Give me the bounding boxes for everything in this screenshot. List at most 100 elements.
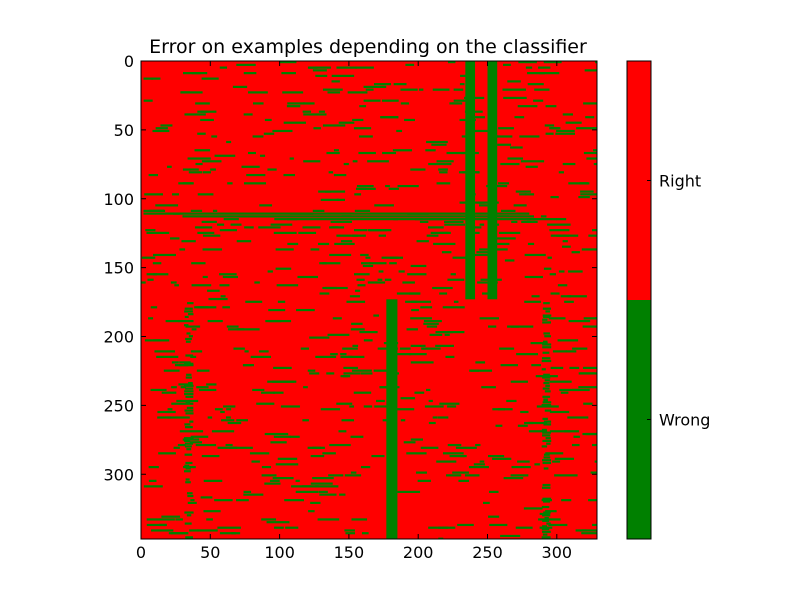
colorbar-frame bbox=[626, 60, 652, 540]
heatmap-cell bbox=[187, 302, 194, 305]
heatmap-cell bbox=[210, 168, 216, 171]
heatmap-cell bbox=[583, 102, 597, 105]
heatmap-cell bbox=[543, 61, 562, 64]
heatmap-cell bbox=[583, 402, 593, 405]
heatmap-cell bbox=[320, 408, 341, 411]
heatmap-cell bbox=[226, 408, 232, 411]
heatmap-cell bbox=[400, 347, 411, 350]
heatmap-cell bbox=[511, 465, 531, 469]
heatmap-cell bbox=[190, 350, 203, 353]
heatmap-cell bbox=[177, 443, 186, 447]
heatmap-cell bbox=[231, 532, 241, 535]
heatmap-cell bbox=[183, 324, 189, 327]
heatmap-cell bbox=[195, 443, 217, 447]
heatmap-cell bbox=[550, 195, 559, 199]
heatmap-cell bbox=[542, 486, 551, 489]
heatmap-cell bbox=[202, 275, 208, 279]
heatmap-cell bbox=[203, 234, 221, 237]
heatmap-cell bbox=[152, 273, 169, 276]
heatmap-cell bbox=[475, 361, 486, 364]
heatmap-cell bbox=[410, 264, 427, 268]
heatmap-cell bbox=[158, 452, 176, 455]
heatmap-cell bbox=[437, 416, 449, 419]
heatmap-cell bbox=[549, 430, 571, 433]
heatmap-cell bbox=[216, 223, 225, 226]
heatmap-cell bbox=[281, 72, 296, 75]
heatmap-cell bbox=[352, 160, 358, 163]
heatmap-cell bbox=[273, 391, 284, 394]
heatmap-cell bbox=[547, 223, 571, 226]
heatmap-cell bbox=[320, 198, 339, 201]
heatmap-cell bbox=[400, 102, 410, 105]
heatmap-cell bbox=[404, 118, 415, 122]
heatmap-cell bbox=[542, 401, 552, 404]
heatmap-cell bbox=[267, 380, 291, 383]
heatmap-cell bbox=[540, 215, 547, 218]
heatmap-cell bbox=[248, 91, 268, 94]
heatmap-cell bbox=[453, 99, 471, 102]
heatmap-cell bbox=[197, 193, 214, 196]
heatmap-cell bbox=[408, 353, 427, 356]
heatmap-cell bbox=[428, 526, 442, 529]
heatmap-cell bbox=[359, 105, 367, 108]
heatmap-cell bbox=[264, 432, 289, 436]
heatmap-cell bbox=[252, 388, 265, 392]
heatmap-cell bbox=[378, 234, 386, 237]
heatmap-cell bbox=[549, 273, 556, 276]
heatmap-cell bbox=[186, 492, 193, 495]
heatmap-cell bbox=[195, 102, 210, 105]
heatmap-cell bbox=[185, 481, 191, 484]
heatmap-cell bbox=[315, 485, 339, 488]
heatmap-cell bbox=[360, 465, 371, 469]
heatmap-cell bbox=[482, 501, 490, 505]
heatmap-cell bbox=[214, 499, 233, 502]
heatmap-cell bbox=[542, 376, 551, 379]
heatmap-cell bbox=[576, 127, 595, 130]
heatmap-cell bbox=[184, 390, 194, 393]
heatmap-cell bbox=[322, 88, 343, 91]
heatmap-cell bbox=[542, 351, 550, 354]
heatmap-cell bbox=[400, 88, 418, 91]
heatmap-cell bbox=[360, 253, 369, 257]
heatmap-cell bbox=[408, 292, 421, 295]
heatmap-cell bbox=[175, 518, 183, 521]
heatmap-cell bbox=[151, 529, 174, 532]
heatmap-cell bbox=[384, 278, 392, 281]
heatmap-cell bbox=[356, 184, 374, 188]
heatmap-cell bbox=[431, 143, 447, 146]
heatmap-cell bbox=[581, 529, 597, 532]
heatmap-cell bbox=[167, 165, 172, 168]
heatmap-cell bbox=[173, 446, 180, 449]
heatmap-cell bbox=[439, 171, 448, 174]
heatmap-cell bbox=[367, 229, 392, 232]
heatmap-cell bbox=[590, 471, 597, 474]
heatmap-cell bbox=[515, 526, 533, 529]
heatmap-cell bbox=[475, 443, 481, 447]
heatmap-cell bbox=[186, 448, 192, 451]
heatmap-cell bbox=[243, 493, 264, 496]
heatmap-cell bbox=[453, 300, 459, 303]
chart-title: Error on examples depending on the class… bbox=[149, 36, 587, 58]
heatmap-cell bbox=[572, 347, 588, 350]
heatmap-cell bbox=[252, 102, 264, 105]
heatmap-cell bbox=[595, 317, 597, 320]
heatmap-cell bbox=[228, 328, 245, 331]
heatmap-cell bbox=[500, 162, 520, 166]
heatmap-cell bbox=[562, 113, 573, 116]
heatmap-cell bbox=[397, 490, 421, 493]
heatmap-cell bbox=[489, 523, 508, 527]
heatmap-cell bbox=[560, 295, 572, 298]
heatmap-cell bbox=[267, 168, 277, 171]
heatmap-cell bbox=[543, 315, 551, 319]
heatmap-cell bbox=[420, 306, 433, 309]
heatmap-cell bbox=[457, 523, 474, 527]
heatmap-cell bbox=[203, 510, 221, 513]
heatmap-cell bbox=[573, 435, 580, 438]
heatmap-cell bbox=[185, 395, 194, 398]
heatmap-cell bbox=[476, 251, 493, 254]
heatmap-cell bbox=[510, 146, 523, 149]
heatmap-cell bbox=[189, 529, 199, 532]
heatmap-cell bbox=[593, 149, 597, 152]
heatmap-cell bbox=[546, 522, 551, 525]
heatmap-cell bbox=[185, 337, 192, 341]
